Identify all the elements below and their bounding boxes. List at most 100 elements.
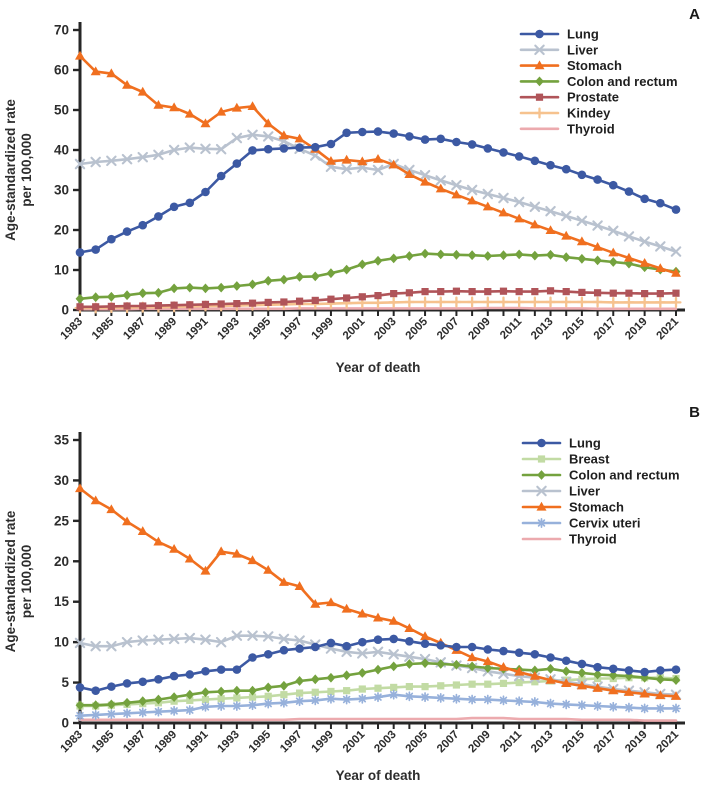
y-tick-label: 10 — [54, 263, 69, 278]
series-marker-colon-and-rectum — [593, 669, 602, 680]
series-marker-lung — [577, 170, 587, 180]
series-marker-liver — [137, 635, 148, 646]
series-marker-liver — [404, 651, 415, 662]
x-tick-label: 2003 — [372, 316, 399, 343]
series-marker-lung — [263, 649, 273, 659]
series-marker-stomach — [106, 68, 117, 78]
legend-label: Lung — [569, 436, 601, 451]
series-marker-stomach — [545, 225, 556, 234]
series-marker-lung — [405, 637, 414, 646]
series-marker-lung — [593, 175, 602, 184]
series-marker-liver — [262, 131, 274, 142]
x-tick-label: 2001 — [341, 728, 368, 755]
series-marker-colon-and-rectum — [608, 257, 618, 267]
series-marker-liver — [231, 630, 243, 641]
series-marker-stomach — [435, 183, 446, 193]
series-marker-stomach — [200, 565, 211, 575]
series-marker-kindey — [560, 296, 572, 308]
x-tick-label: 1989 — [153, 729, 180, 756]
series-marker-kindey — [435, 296, 447, 308]
series-marker-liver — [576, 215, 588, 227]
series-marker-kindey — [372, 297, 384, 309]
series-marker-cervix-uteri — [655, 703, 666, 714]
legend-label: Colon and rectum — [567, 74, 678, 89]
legend-item-stomach: Stomach — [521, 500, 624, 515]
series-marker-lung — [561, 656, 571, 666]
series-marker-stomach — [608, 247, 619, 257]
series-marker-breast — [374, 684, 382, 692]
x-tick-label: 1989 — [153, 316, 180, 343]
series-marker-lung — [185, 670, 195, 679]
x-tick-label: 1995 — [247, 315, 274, 342]
series-marker-stomach — [373, 154, 383, 163]
series-marker-liver — [106, 155, 117, 167]
series-marker-liver — [168, 633, 180, 645]
series-marker-breast — [452, 681, 461, 689]
series-marker-liver — [137, 151, 148, 163]
series-marker-lung — [232, 665, 242, 674]
series-marker-prostate — [390, 290, 398, 298]
series-marker-colon-and-rectum — [216, 686, 226, 697]
y-tick-label: 60 — [54, 63, 69, 78]
legend-item-thyroid: Thyroid — [521, 532, 617, 547]
series-marker-liver — [153, 634, 164, 645]
series-marker-stomach — [231, 102, 242, 112]
series-marker-prostate — [578, 288, 586, 296]
series-marker-stomach — [294, 133, 305, 143]
series-marker-colon-and-rectum — [577, 667, 587, 678]
y-axis-title-line1: Age-standardized rate — [3, 510, 18, 652]
series-marker-liver — [513, 196, 525, 208]
y-tick-label: 5 — [61, 675, 69, 690]
series-marker-stomach — [514, 213, 525, 223]
series-marker-cervix-uteri — [122, 708, 133, 719]
series-marker-liver — [435, 175, 446, 186]
series-marker-liver — [357, 648, 368, 659]
series-marker-colon-and-rectum — [248, 279, 257, 290]
series-marker-stomach — [388, 159, 399, 169]
series-marker-lung — [75, 683, 85, 692]
series-marker-kindey — [623, 296, 635, 308]
x-tick-label: 2011 — [498, 315, 525, 342]
series-marker-stomach — [404, 623, 415, 632]
series-marker-stomach — [655, 263, 666, 272]
series-marker-lung — [467, 140, 477, 149]
series-marker-breast — [186, 696, 194, 704]
y-tick-label: 35 — [54, 433, 70, 448]
series-marker-colon-and-rectum — [436, 249, 446, 260]
y-axis-title-line2: per 100,000 — [19, 133, 34, 207]
series-marker-cervix-uteri — [561, 699, 572, 710]
legend-label: Cervix uteri — [569, 516, 641, 531]
series-marker-cervix-uteri — [467, 694, 478, 705]
series-marker-liver — [419, 169, 431, 181]
series-marker-stomach — [576, 236, 587, 246]
series-marker-liver — [231, 132, 243, 144]
series-marker-stomach — [498, 662, 509, 671]
series-marker-cervix-uteri — [310, 695, 321, 706]
series-marker-colon-and-rectum — [593, 255, 602, 266]
series-marker-cervix-uteri — [529, 697, 540, 707]
legend-marker-prostate — [535, 93, 544, 101]
legend-item-lung: Lung — [519, 27, 599, 42]
series-marker-colon-and-rectum — [561, 666, 571, 677]
series-marker-liver — [372, 164, 384, 176]
series-marker-colon-and-rectum — [295, 676, 304, 686]
series-marker-colon-and-rectum — [154, 694, 163, 705]
series-marker-breast — [217, 695, 225, 703]
series-marker-liver — [466, 184, 478, 196]
series-marker-stomach — [200, 118, 211, 128]
series-marker-lung — [514, 648, 524, 657]
legend-item-stomach: Stomach — [519, 58, 622, 73]
series-marker-liver — [341, 163, 352, 175]
series-marker-stomach — [482, 656, 493, 666]
series-marker-liver — [184, 632, 196, 644]
series-marker-colon-and-rectum — [138, 288, 148, 299]
legend-label: Stomach — [567, 58, 622, 73]
panel-a-label: A — [689, 6, 700, 23]
series-marker-stomach — [263, 118, 274, 128]
x-tick-label: 2017 — [592, 316, 619, 343]
series-marker-colon-and-rectum — [404, 251, 414, 261]
y-tick-label: 40 — [54, 143, 69, 158]
series-marker-kindey — [529, 296, 541, 308]
series-marker-liver — [482, 188, 494, 200]
